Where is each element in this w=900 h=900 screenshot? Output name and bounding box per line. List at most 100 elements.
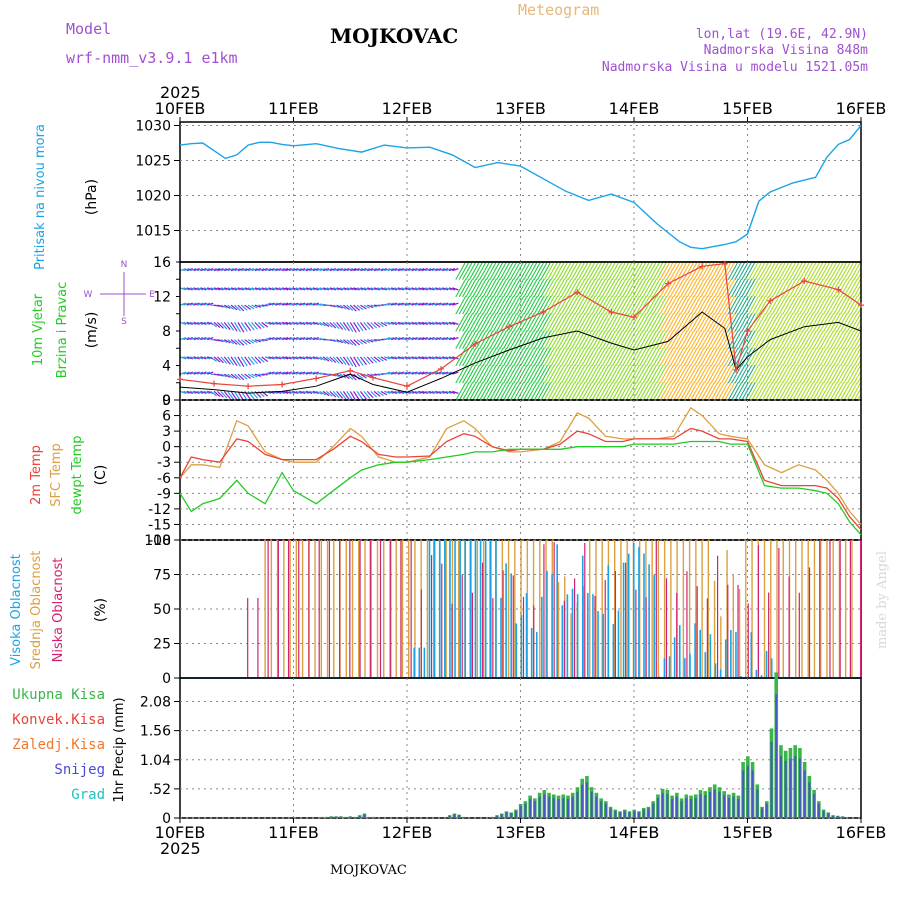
wind-barb: [755, 382, 766, 400]
wind-barb: [458, 347, 470, 367]
wind-barb: [530, 262, 542, 280]
wind-barb: [414, 390, 422, 394]
wind-barb: [200, 356, 207, 360]
wind-barb: [707, 330, 719, 349]
wind-barb: [292, 287, 299, 291]
wind-barb: [840, 330, 852, 349]
wind-barb: [268, 287, 275, 291]
wind-barb: [401, 321, 408, 325]
wind-barb: [418, 356, 425, 360]
top-x-tick-label: 10FEB: [155, 99, 206, 118]
wind-barb: [652, 382, 664, 400]
wind-barb: [435, 268, 442, 272]
footer-station: MOJKOVAC: [330, 863, 407, 878]
wind-barb: [343, 339, 350, 345]
wind-barb: [577, 382, 589, 400]
wind-barb: [312, 302, 319, 306]
wind-barb: [714, 382, 726, 400]
wind-barb: [816, 313, 828, 332]
wind-barb: [530, 347, 542, 367]
wind-barb: [302, 268, 309, 272]
wind-barb: [424, 321, 432, 325]
wind-gust-point: [801, 277, 808, 284]
wind-barb: [326, 321, 333, 328]
wind-barb: [431, 302, 439, 306]
wind-barb: [734, 313, 746, 332]
wind-barb: [591, 347, 603, 367]
wind-barb: [823, 295, 835, 315]
wind-barb: [230, 304, 238, 311]
wind-barb: [652, 313, 664, 332]
wind-barb: [329, 356, 337, 363]
wind-barb: [540, 347, 552, 367]
wind-barb: [180, 302, 187, 306]
wind-barb: [697, 313, 709, 332]
wind-barb: [673, 262, 685, 280]
wind-barb: [513, 295, 525, 315]
wind-barb: [234, 268, 241, 272]
wind-barb: [826, 295, 838, 315]
wind-barb: [210, 287, 217, 291]
wind-barb: [241, 268, 248, 272]
wind-barb: [663, 364, 674, 384]
wind-barb: [792, 262, 804, 280]
wind-barb: [761, 278, 773, 298]
wind-barb: [220, 287, 228, 291]
wind-barb: [673, 330, 685, 349]
wind-barb: [180, 371, 187, 375]
wind-barb: [452, 321, 459, 325]
wind-barb: [843, 347, 855, 367]
wind-barb: [761, 364, 773, 384]
wind-barb: [581, 347, 593, 367]
wind-barb: [846, 382, 858, 400]
wind-barb: [785, 278, 797, 298]
top-x-tick-labels: 10FEB 11FEB 12FEB 13FEB 14FEB 15FEB 16FEB: [155, 99, 887, 118]
wind-barb: [281, 302, 289, 306]
wind-barb: [611, 347, 623, 367]
wind-barb: [468, 330, 480, 349]
wind-barb: [598, 295, 610, 315]
wind-barb: [285, 390, 292, 394]
wind-barb: [625, 382, 637, 400]
wind-barb: [210, 390, 218, 397]
wind-barb: [278, 356, 285, 360]
wind-barb: [594, 364, 606, 384]
wind-barb: [237, 322, 245, 333]
wind-barb: [853, 317, 861, 332]
wind-barb: [547, 364, 559, 384]
wind-barb: [591, 330, 603, 349]
wind-barb: [445, 287, 452, 291]
wind-barb: [693, 313, 705, 332]
precip-snow-bar: [571, 796, 574, 818]
precip-snow-bar: [628, 812, 631, 818]
wind-barb: [196, 356, 204, 360]
wind-barb: [737, 313, 749, 332]
wind-barb: [516, 278, 528, 298]
wind-barb: [700, 364, 712, 384]
wind-barb: [462, 382, 474, 400]
wind-barb: [234, 287, 241, 291]
wind-barb: [629, 382, 640, 400]
wind-barb: [690, 313, 702, 332]
wind-barb: [373, 321, 381, 328]
wind-barb: [591, 295, 603, 315]
wind-barb: [349, 304, 357, 312]
wind-barb: [761, 382, 773, 400]
wind-barb: [281, 371, 289, 375]
wind-barb: [795, 330, 807, 349]
precip-snow-bar: [813, 794, 816, 818]
wind-barb: [502, 262, 514, 280]
wind-barb: [370, 339, 377, 342]
wind-barb: [734, 295, 746, 315]
wind-barb: [693, 295, 705, 315]
wind-barb: [377, 390, 384, 397]
wind-barb: [203, 337, 211, 341]
wind-barb: [261, 373, 268, 376]
wind-barb: [775, 278, 787, 298]
wind-barb: [550, 364, 562, 384]
wind-barb: [792, 382, 804, 400]
wind-barb: [857, 358, 861, 367]
wind-barb: [649, 295, 661, 315]
wind-barb: [356, 391, 364, 400]
wind-barb: [540, 313, 552, 332]
